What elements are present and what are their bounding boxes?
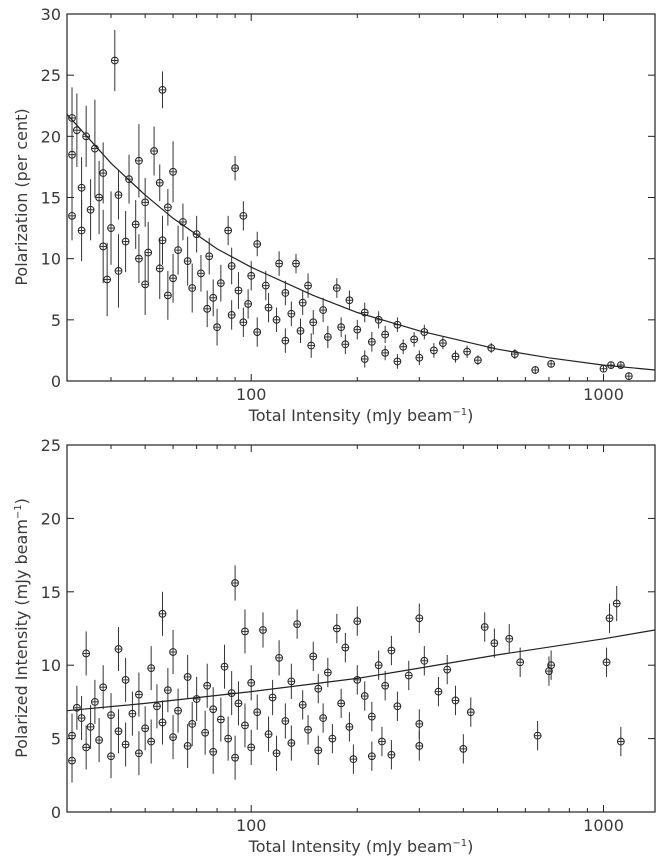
- y-tick-label: 0: [51, 803, 61, 822]
- chart-2-frame: [66, 444, 656, 813]
- chart-1-points: [68, 56, 633, 381]
- x-tick-label: 100: [236, 816, 267, 835]
- polarized-intensity-chart: 100 1000 0 5 10 15 20 25 Total Intensity (mJy …: [12, 436, 656, 856]
- chart-2-points: [68, 579, 625, 765]
- chart-1-x-axis-label: Total Intensity (mJy beam−1): [248, 406, 474, 425]
- y-tick-label: 15: [41, 583, 61, 602]
- chart-1-y-ticks: 0 5 10 15 20 25 30: [41, 5, 655, 391]
- x-tick-label: 1000: [583, 385, 624, 404]
- chart-1-frame: [66, 13, 656, 382]
- chart-2-y-ticks: 0 5 10 15 20 25: [41, 436, 655, 822]
- chart-2-x-ticks: 100 1000: [66, 445, 624, 835]
- x-tick-label: 100: [236, 385, 267, 404]
- y-tick-label: 30: [41, 5, 61, 24]
- y-tick-label: 20: [41, 509, 61, 528]
- chart-2-y-axis-label: Polarized Intensity (mJy beam−1): [12, 498, 31, 758]
- polarization-chart: 100 1000 0 5 10 15 20 25 30 Total Intensity (mJ…: [12, 5, 656, 425]
- chart-2-fit-curve: [66, 629, 656, 712]
- y-tick-label: 10: [41, 656, 61, 675]
- chart-2-x-axis-label: Total Intensity (mJy beam−1): [248, 837, 474, 856]
- y-tick-label: 25: [41, 436, 61, 455]
- y-tick-label: 10: [41, 250, 61, 269]
- y-tick-label: 15: [41, 189, 61, 208]
- chart-1-fit-curve: [66, 113, 656, 371]
- y-tick-label: 5: [51, 730, 61, 749]
- y-tick-label: 25: [41, 66, 61, 85]
- chart-1-error-bars: [71, 29, 630, 380]
- chart-1-x-ticks: 100 1000: [66, 14, 624, 404]
- chart-1-y-axis-label: Polarization (per cent): [12, 108, 31, 285]
- x-tick-label: 1000: [583, 816, 624, 835]
- y-tick-label: 0: [51, 372, 61, 391]
- y-tick-label: 20: [41, 127, 61, 146]
- y-tick-label: 5: [51, 311, 61, 330]
- chart-2-error-bars: [71, 565, 622, 783]
